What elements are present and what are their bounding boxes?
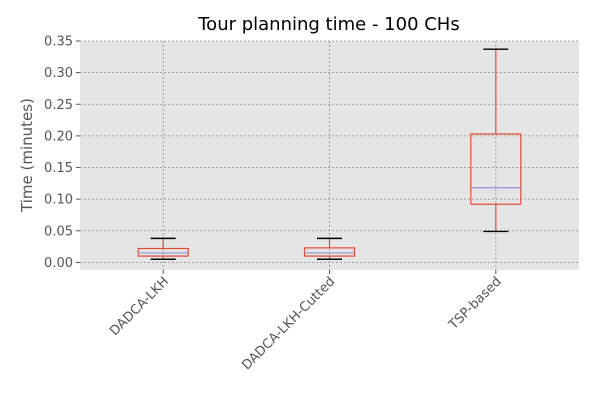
chart-title: Tour planning time - 100 CHs xyxy=(197,14,459,35)
y-tick-label: 0.30 xyxy=(44,66,73,81)
box-3 xyxy=(470,48,522,233)
y-tick-label: 0.05 xyxy=(44,224,73,239)
y-tick-label: 0.15 xyxy=(44,161,73,176)
box-iqr xyxy=(470,133,522,205)
box-iqr xyxy=(303,247,356,257)
y-tick-label: 0.10 xyxy=(44,193,73,208)
y-tick-label: 0.35 xyxy=(44,35,73,50)
y-tick-label: 0.25 xyxy=(44,98,73,113)
x-tick-label: DADCA-LKH-Cutted xyxy=(239,274,338,373)
box-2 xyxy=(303,237,356,260)
box-iqr xyxy=(137,247,189,257)
boxes xyxy=(137,48,522,260)
grid-lines xyxy=(80,40,579,270)
y-tick-label: 0.00 xyxy=(44,256,73,271)
plot-area xyxy=(80,41,579,270)
x-tick-label: TSP-based xyxy=(445,274,504,333)
x-axis: DADCA-LKH DADCA-LKH-Cutted TSP-based xyxy=(107,270,505,373)
y-axis: 0.00 0.05 0.10 0.15 0.20 0.25 0.30 0.35 xyxy=(44,35,80,271)
box-1 xyxy=(137,237,189,260)
x-tick-label: DADCA-LKH xyxy=(107,274,172,339)
y-tick-label: 0.20 xyxy=(44,129,73,144)
y-axis-label: Time (minutes) xyxy=(18,98,36,213)
